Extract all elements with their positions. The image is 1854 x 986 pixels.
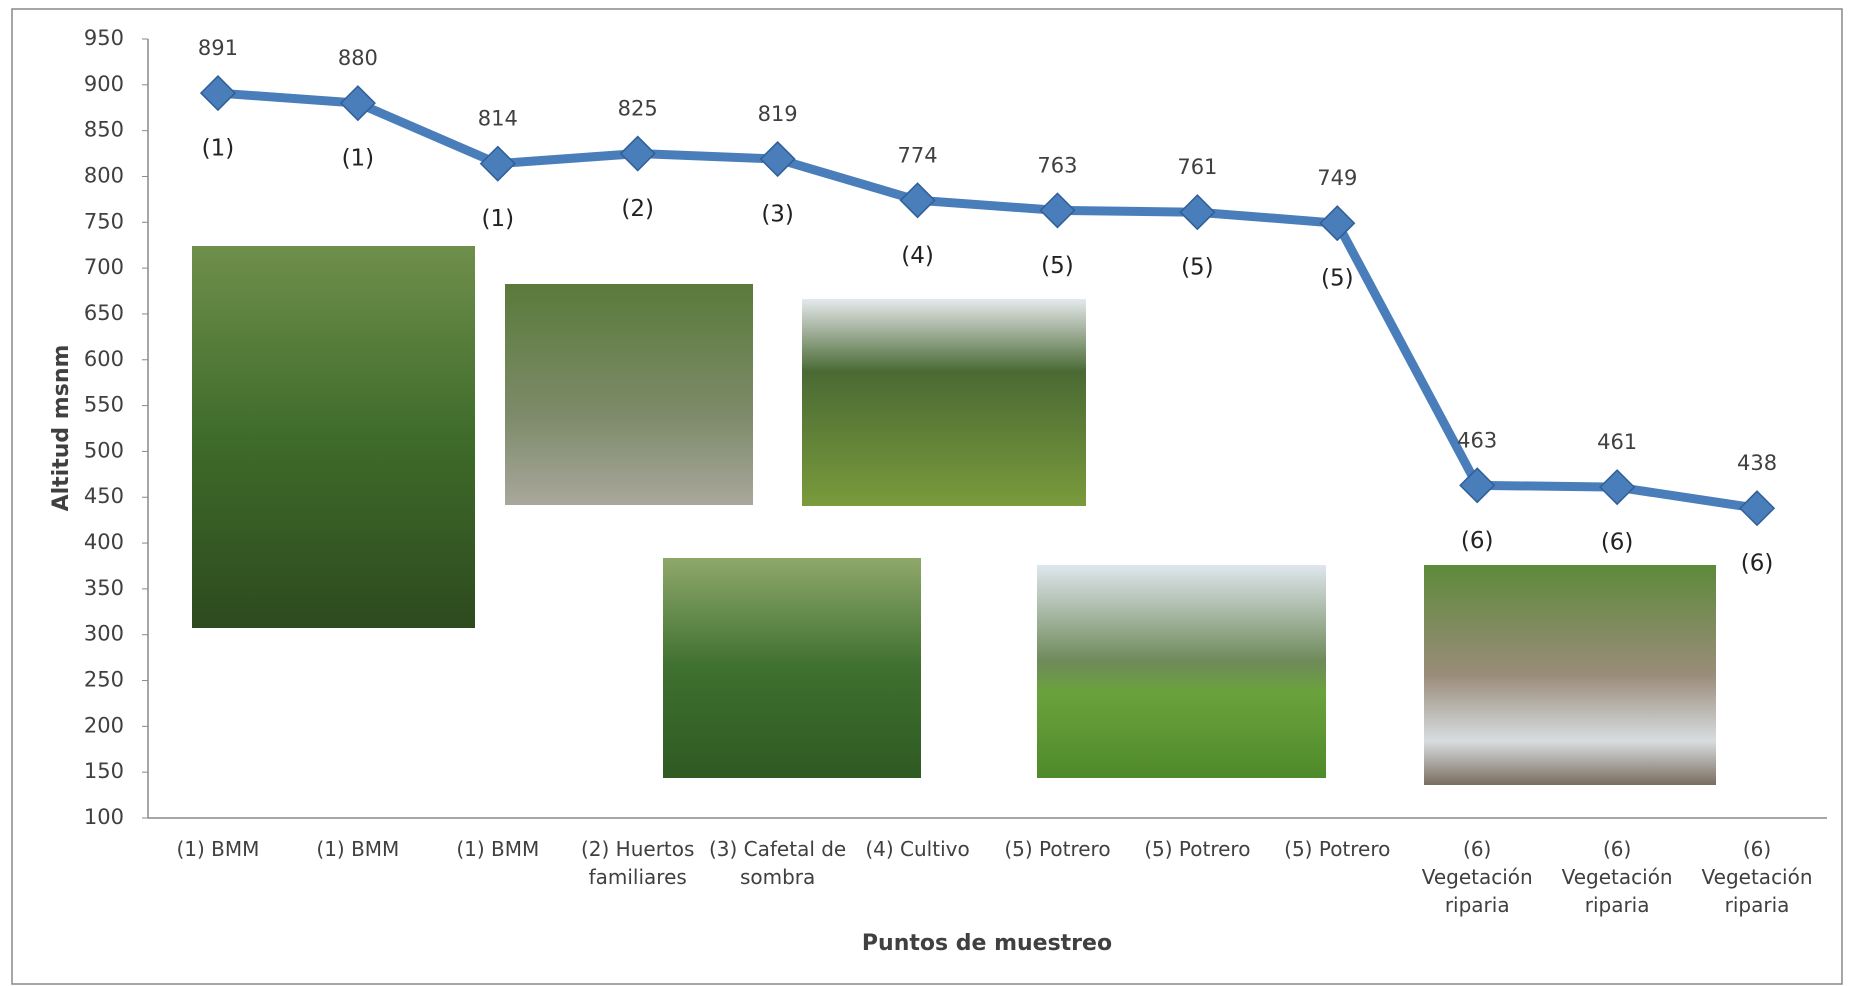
point-annotation: (5): [1321, 266, 1354, 292]
marker: [1459, 467, 1496, 504]
marker: [1599, 469, 1636, 506]
line: [217, 88, 1758, 513]
photo: [192, 246, 475, 628]
point-annotation: (1): [202, 136, 235, 162]
photo: [505, 284, 753, 505]
x-tick-label: (4) Cultivo: [865, 837, 970, 861]
x-tick-label: (6) Vegetación riparia: [1421, 837, 1533, 917]
value-label: 814: [478, 107, 518, 131]
value-label: 774: [897, 143, 937, 167]
x-tick-label: (5) Potrero: [1004, 837, 1111, 861]
point-annotation: (6): [1461, 528, 1494, 554]
marker: [1039, 192, 1076, 229]
value-label: 763: [1037, 153, 1077, 177]
point-annotation: (6): [1741, 551, 1774, 577]
x-tick-label: (5) Potrero: [1284, 837, 1391, 861]
y-tick-label: 750: [84, 209, 124, 233]
x-tick-label: (5) Potrero: [1144, 837, 1251, 861]
y-tick-label: 600: [84, 347, 124, 371]
marker: [1179, 194, 1216, 231]
y-tick-label: 900: [84, 72, 124, 96]
point-annotation: (5): [1041, 253, 1074, 279]
y-axis-title: Altitud msnm: [49, 345, 74, 512]
x-tick-label: (1) BMM: [176, 837, 260, 861]
photo: [1037, 565, 1326, 778]
y-tick-label: 400: [84, 530, 124, 554]
point-annotation: (1): [481, 206, 514, 232]
x-tick-label: (6) Vegetación riparia: [1701, 837, 1813, 917]
y-tick-label: 450: [84, 484, 124, 508]
point-annotation: (6): [1601, 530, 1634, 556]
marker: [479, 145, 516, 182]
y-tick-label: 850: [84, 118, 124, 142]
y-tick-label: 800: [84, 163, 124, 187]
point-annotation: (5): [1181, 255, 1214, 281]
y-tick-label: 250: [84, 668, 124, 692]
point-annotation: (3): [761, 202, 794, 228]
value-label: 463: [1457, 428, 1497, 452]
y-tick-label: 350: [84, 576, 124, 600]
y-tick-label: 700: [84, 255, 124, 279]
marker: [1738, 490, 1776, 527]
x-tick-label: (1) BMM: [316, 837, 400, 861]
photo: [802, 299, 1086, 506]
y-tick-label: 550: [84, 393, 124, 417]
y-tick-label: 100: [84, 805, 124, 829]
y-tick-label: 200: [84, 713, 124, 737]
chart-frame: [11, 8, 1843, 985]
y-tick-label: 500: [84, 438, 124, 462]
photo: [1424, 565, 1716, 785]
value-label: 880: [338, 46, 378, 70]
value-label: 761: [1177, 155, 1217, 179]
x-tick-label: (3) Cafetal de sombra: [708, 837, 847, 889]
x-tick-label: (2) Huertos familiares: [580, 837, 695, 889]
value-label: 819: [758, 102, 798, 126]
point-annotation: (2): [621, 196, 654, 222]
y-tick-label: 650: [84, 301, 124, 325]
value-label: 749: [1317, 166, 1357, 190]
marker: [339, 85, 376, 122]
y-tick-label: 950: [84, 26, 124, 50]
value-label: 461: [1597, 430, 1637, 454]
x-axis-title: Puntos de muestreo: [862, 931, 1112, 956]
y-tick-label: 150: [84, 759, 124, 783]
marker: [619, 135, 656, 172]
x-tick-label: (6) Vegetación riparia: [1561, 837, 1673, 917]
y-tick-label: 300: [84, 622, 124, 646]
photo: [663, 558, 921, 778]
point-annotation: (4): [901, 243, 934, 269]
x-tick-label: (1) BMM: [456, 837, 540, 861]
value-label: 825: [618, 97, 658, 121]
marker: [1319, 205, 1356, 242]
point-annotation: (1): [342, 146, 375, 172]
marker: [199, 75, 237, 112]
marker: [759, 140, 796, 178]
marker: [899, 182, 936, 219]
value-label: 438: [1737, 451, 1777, 475]
value-label: 891: [198, 36, 238, 60]
